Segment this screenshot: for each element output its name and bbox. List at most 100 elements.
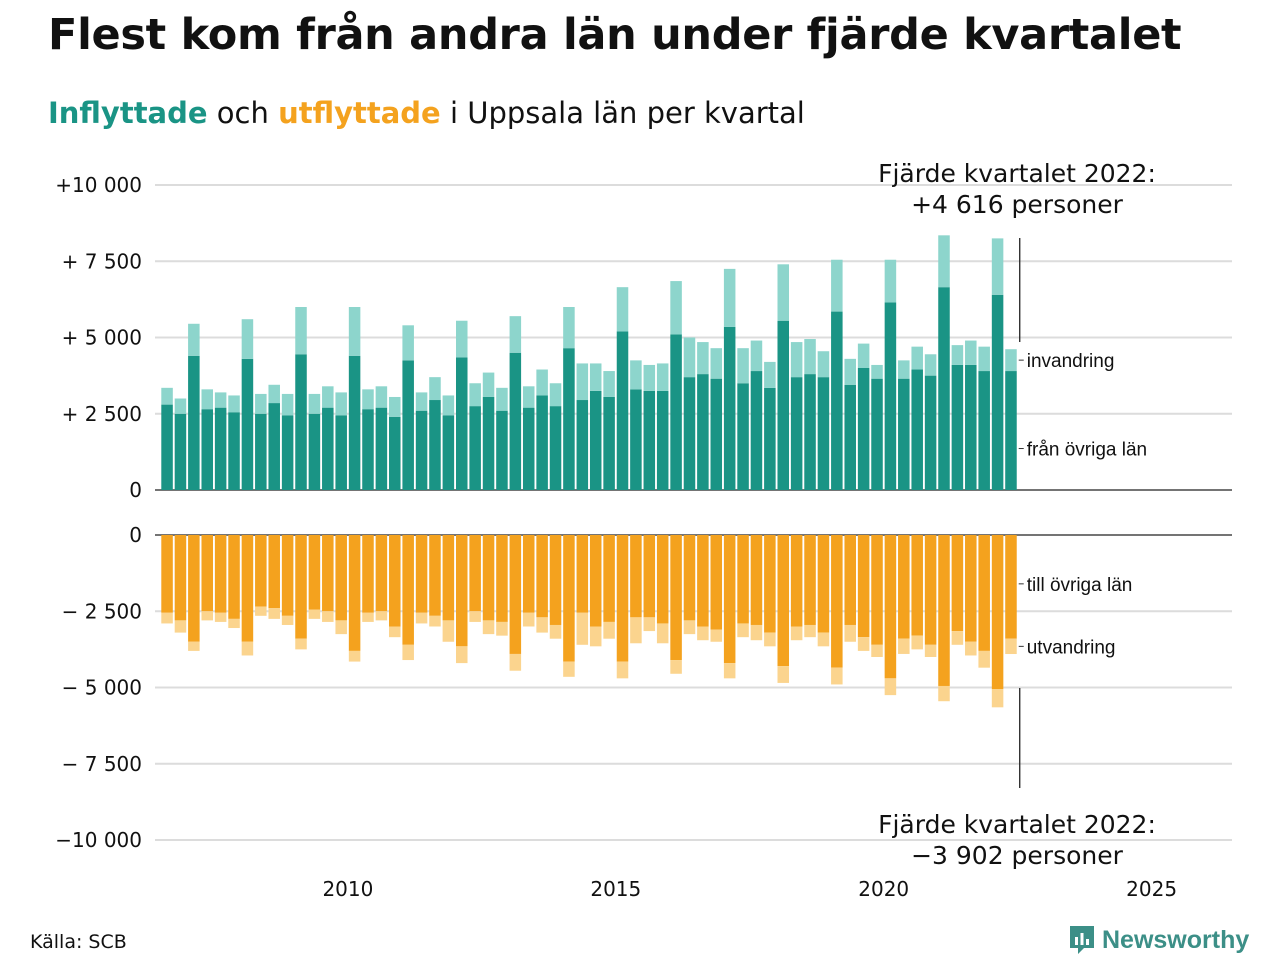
bar-utvandring [656,623,669,644]
bar-utvandring [429,615,441,627]
bar-fran-ovriga-lan [549,406,562,490]
bar-utvandring [415,612,428,624]
bar-fran-ovriga-lan [871,378,883,490]
bar-fran-ovriga-lan [804,374,816,490]
bar-till-ovriga-lan [295,535,307,639]
bar-fran-ovriga-lan [322,407,334,490]
bar-invandring [790,342,803,378]
bar-till-ovriga-lan [710,535,723,630]
bar-fran-ovriga-lan [777,320,790,490]
bar-utvandring [201,611,214,621]
bar-invandring [777,264,790,321]
bar-utvandring [871,644,883,657]
bar-fran-ovriga-lan [563,348,575,490]
bar-utvandring [750,624,763,641]
bar-till-ovriga-lan [375,535,388,612]
bar-fran-ovriga-lan [630,389,642,490]
bar-till-ovriga-lan [429,535,441,616]
bar-invandring [589,363,602,391]
bar-utvandring [255,606,267,616]
bar-invandring [268,384,280,404]
bar-fran-ovriga-lan [429,400,441,490]
bar-till-ovriga-lan [656,535,669,624]
bar-fran-ovriga-lan [911,369,923,490]
source-note: Källa: SCB [30,931,127,953]
bar-till-ovriga-lan [643,535,656,618]
bar-invandring [402,325,414,361]
top-y-tick-label: +10 000 [55,173,142,197]
bar-invandring [442,395,455,416]
subtitle-och: och [216,96,269,130]
bar-till-ovriga-lan [777,535,790,667]
bar-invandring [924,354,937,376]
bar-fran-ovriga-lan [697,374,709,490]
bar-utvandring [978,650,990,668]
top-y-tick-label: + 5 000 [62,326,142,350]
bar-invandring [255,393,267,414]
bar-utvandring [616,661,629,679]
bar-utvandring [991,689,1004,708]
x-tick-label: 2010 [322,877,373,901]
bar-utvandring [482,620,495,635]
bar-invandring [322,386,334,408]
bar-invandring [469,383,481,407]
bar-utvandring [295,638,307,650]
bar-fran-ovriga-lan [589,390,602,490]
bar-utvandring [817,632,830,647]
bar-fran-ovriga-lan [496,410,508,490]
bar-invandring [630,360,642,390]
bar-utvandring [670,660,682,674]
bar-utvandring [576,612,589,645]
newsworthy-logo: Newsworthy [1068,924,1249,956]
bar-utvandring [697,626,709,641]
bar-fran-ovriga-lan [295,354,307,490]
bar-fran-ovriga-lan [228,412,240,490]
bar-utvandring [804,624,816,638]
bar-fran-ovriga-lan [737,383,749,490]
bar-utvandring [402,644,414,661]
series-invandring-label: invandring [1027,351,1115,372]
bar-till-ovriga-lan [161,535,173,613]
bar-fran-ovriga-lan [576,400,589,490]
bar-till-ovriga-lan [509,535,522,654]
bar-fran-ovriga-lan [335,415,347,490]
bar-till-ovriga-lan [335,535,347,621]
bar-fran-ovriga-lan [161,404,173,490]
bottom-y-tick-label: − 7 500 [62,752,142,776]
bar-utvandring [737,623,749,638]
x-tick-label: 2015 [590,877,641,901]
bar-invandring [496,387,508,411]
bar-utvandring [442,620,455,642]
bar-utvandring [790,626,803,641]
bars-group [161,235,1017,708]
bar-fran-ovriga-lan [241,358,254,490]
bar-till-ovriga-lan [348,535,361,651]
bar-invandring [536,369,548,396]
bar-fran-ovriga-lan [281,415,294,490]
newsworthy-icon [1070,926,1094,954]
bar-till-ovriga-lan [174,535,187,621]
chart-subtitle: Inflyttade och utflyttade i Uppsala län … [48,96,805,130]
bottom-y-tick-label: − 2 500 [62,599,142,623]
x-tick-label: 2025 [1126,877,1177,901]
bar-till-ovriga-lan [415,535,428,613]
bar-invandring [348,307,361,356]
bar-fran-ovriga-lan [643,390,656,490]
bar-utvandring [509,653,522,671]
bar-utvandring [469,611,481,622]
bar-till-ovriga-lan [1005,535,1017,639]
bar-till-ovriga-lan [589,535,602,627]
bar-invandring [817,351,830,378]
bar-invandring [509,316,522,353]
bar-fran-ovriga-lan [790,377,803,490]
bar-utvandring [884,678,897,696]
bar-utvandring [536,617,548,633]
bar-invandring [576,363,589,401]
bar-till-ovriga-lan [482,535,495,621]
bar-till-ovriga-lan [965,535,977,642]
bar-till-ovriga-lan [630,535,642,618]
bar-invandring [161,387,173,405]
bar-utvandring [228,618,240,629]
bar-fran-ovriga-lan [415,410,428,490]
